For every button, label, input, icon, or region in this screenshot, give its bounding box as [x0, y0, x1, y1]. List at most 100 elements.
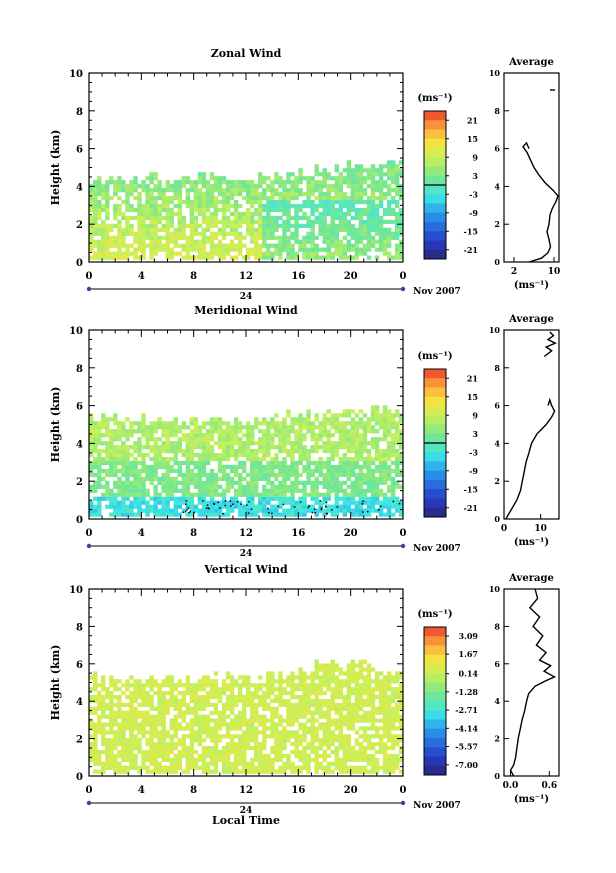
date-bar-end	[400, 286, 406, 292]
colorbar-swatch	[424, 424, 446, 435]
date-bar-start	[86, 286, 92, 292]
profile-x-label: (ms⁻¹)	[514, 537, 549, 548]
heatmap-cells	[89, 659, 404, 774]
x-tick-label: 4	[138, 785, 145, 796]
colorbar-swatch	[424, 369, 446, 379]
colorbar-swatch	[424, 489, 446, 499]
colorbar-swatch	[424, 701, 446, 711]
y-tick-label: 2	[76, 735, 83, 746]
x-tick-label: 12	[239, 785, 253, 796]
colorbar-swatch	[424, 240, 446, 251]
colorbar-swatch	[424, 710, 446, 720]
x-tick-label: 8	[190, 528, 197, 539]
colorbar-swatch	[424, 627, 446, 637]
colorbar-swatch	[424, 396, 446, 407]
date-label: 24	[240, 292, 253, 302]
y-tick-label: 10	[69, 585, 83, 596]
profile-x-tick-label: 10	[548, 267, 561, 277]
x-tick-label: 20	[344, 528, 358, 539]
x-axis-label: Local Time	[212, 814, 280, 827]
chart-title: Meridional Wind	[194, 304, 298, 317]
colorbar-swatch	[424, 406, 446, 416]
profile-y-tick-label: 0	[494, 514, 500, 524]
profile-y-tick-label: 6	[494, 401, 500, 411]
x-tick-label: 4	[138, 271, 145, 282]
profile-plot: Average 0 2 4 6 8 10 2 10 (ms⁻¹)	[489, 57, 560, 291]
colorbar-swatch	[424, 673, 446, 683]
colorbar-swatch	[424, 498, 446, 509]
x-tick-label: 16	[291, 528, 305, 539]
date-bar-start	[86, 800, 92, 806]
x-tick-label: 4	[138, 528, 145, 539]
colorbar-tick-label: 9	[472, 410, 478, 420]
colorbar-swatch	[424, 415, 446, 425]
y-tick-label: 8	[76, 364, 83, 375]
colorbar-tick-label: -3	[469, 189, 478, 199]
profile-title: Average	[508, 573, 554, 584]
x-tick-label: 16	[291, 785, 305, 796]
colorbar-swatch	[424, 212, 446, 223]
date-bar-start	[86, 543, 92, 549]
y-axis-label: Height (km)	[49, 645, 62, 721]
x-tick-label: 0	[400, 271, 407, 282]
colorbar-swatch	[424, 719, 446, 730]
colorbar-swatch	[424, 157, 446, 167]
colorbar-unit: (ms⁻¹)	[417, 351, 452, 362]
date-bar-end	[400, 800, 406, 806]
profile-y-tick-label: 2	[494, 476, 500, 486]
profile-y-tick-label: 10	[489, 68, 501, 78]
y-tick-label: 10	[69, 326, 83, 337]
colorbar-tick-label: 3	[472, 171, 478, 181]
colorbar-unit: (ms⁻¹)	[417, 609, 452, 620]
y-tick-label: 6	[76, 402, 83, 413]
profile-y-tick-label: 10	[489, 584, 501, 594]
x-tick-label: 0	[86, 271, 93, 282]
profile-plot: Average 0 2 4 6 8 10 0 10 (ms⁻¹)	[489, 314, 560, 548]
profile-y-tick-label: 6	[494, 144, 500, 154]
colorbar-tick-label: 21	[467, 373, 478, 383]
colorbar-swatch	[424, 378, 446, 388]
colorbar-tick-label: -15	[464, 226, 478, 236]
colorbar-tick-label: 21	[467, 115, 478, 125]
colorbar-tick-label: -2.71	[455, 705, 478, 715]
profile-x-tick-label: 10	[534, 524, 547, 534]
profile-line	[522, 141, 559, 263]
profile-y-tick-label: 10	[489, 325, 501, 335]
colorbar-swatch	[424, 738, 446, 748]
x-tick-label: 20	[344, 271, 358, 282]
profile-upper-line	[543, 331, 557, 358]
x-tick-label: 0	[400, 785, 407, 796]
colorbar-swatch	[424, 765, 446, 776]
colorbar-tick-label: -1.28	[455, 687, 478, 697]
y-axis-label: Height (km)	[49, 130, 62, 206]
colorbar-swatch	[424, 203, 446, 214]
profile-y-tick-label: 4	[494, 181, 500, 191]
chart-title: Zonal Wind	[211, 47, 282, 60]
profile-x-tick-label: 0	[501, 524, 507, 534]
profile-line	[509, 588, 557, 777]
profile-y-tick-label: 0	[494, 771, 500, 781]
profile-y-tick-label: 8	[494, 106, 500, 116]
profile-y-tick-label: 4	[494, 696, 500, 706]
date-bar-end	[400, 543, 406, 549]
colorbar-swatch	[424, 249, 446, 260]
colorbar: 21 15 9 3 -3 -9 -15 -21 (ms⁻¹)	[417, 93, 478, 260]
colorbar-swatch	[424, 138, 446, 149]
colorbar-swatch	[424, 222, 446, 232]
y-axis-label: Height (km)	[49, 387, 62, 463]
y-tick-label: 6	[76, 145, 83, 156]
colorbar-tick-label: -4.14	[455, 723, 478, 733]
colorbar-swatch	[424, 185, 446, 195]
colorbar-swatch	[424, 507, 446, 518]
profile-x-tick-label: 0.6	[541, 781, 557, 791]
colorbar-swatch	[424, 645, 446, 656]
profile-title: Average	[508, 314, 554, 325]
profile-y-tick-label: 4	[494, 438, 500, 448]
colorbar-tick-label: -9	[469, 466, 478, 476]
colorbar-tick-label: 15	[467, 392, 478, 402]
profile-title: Average	[508, 57, 554, 68]
month-label: Nov 2007	[413, 287, 461, 297]
x-tick-label: 0	[400, 528, 407, 539]
